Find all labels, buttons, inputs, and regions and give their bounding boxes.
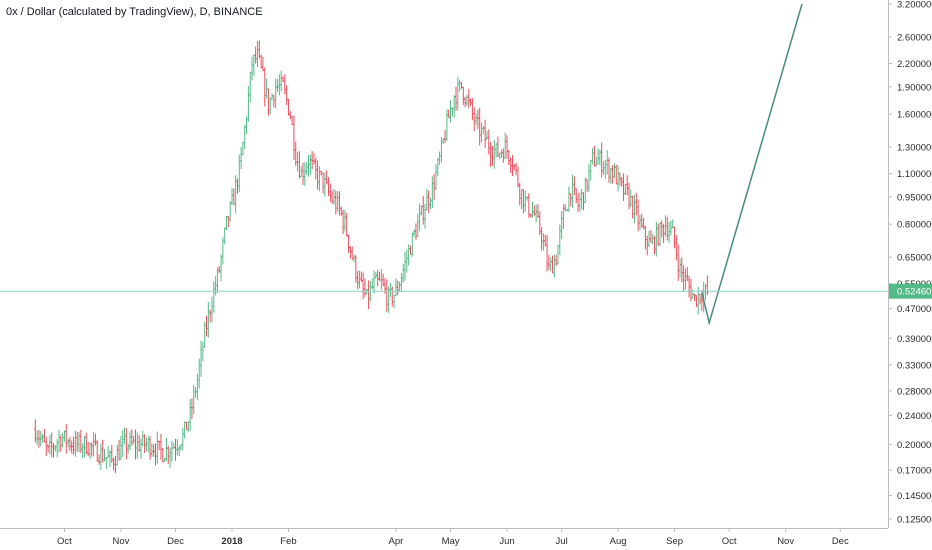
y-tick-label: 1.600000: [897, 110, 932, 121]
x-tick-label: Jun: [499, 536, 514, 547]
current-price-label: 0.524601: [897, 287, 932, 298]
y-tick-label: 2.600000: [897, 32, 932, 43]
x-tick-label: 2018: [221, 536, 242, 547]
y-tick-label: 1.900000: [897, 82, 932, 93]
x-tick-label: Dec: [832, 536, 849, 547]
x-tick-label: Dec: [167, 536, 184, 547]
x-tick-label: Oct: [722, 536, 737, 547]
x-tick-label: Nov: [112, 536, 129, 547]
x-tick-label: Aug: [610, 536, 627, 547]
chart-title: 0x / Dollar (calculated by TradingView),…: [6, 6, 263, 18]
projection-line[interactable]: [701, 3, 803, 326]
y-tick-label: 1.300000: [897, 143, 932, 154]
x-tick-label: Feb: [280, 536, 296, 547]
x-tick-label: Sep: [666, 536, 683, 547]
x-tick-label: Jul: [556, 536, 568, 547]
x-tick-label: Nov: [777, 536, 794, 547]
x-tick-label: Oct: [57, 536, 72, 547]
x-tick-label: Apr: [389, 536, 404, 547]
x-tick-label: May: [442, 536, 460, 547]
y-tick-label: 0.125000: [897, 515, 932, 526]
current-price-badge: [889, 283, 932, 299]
